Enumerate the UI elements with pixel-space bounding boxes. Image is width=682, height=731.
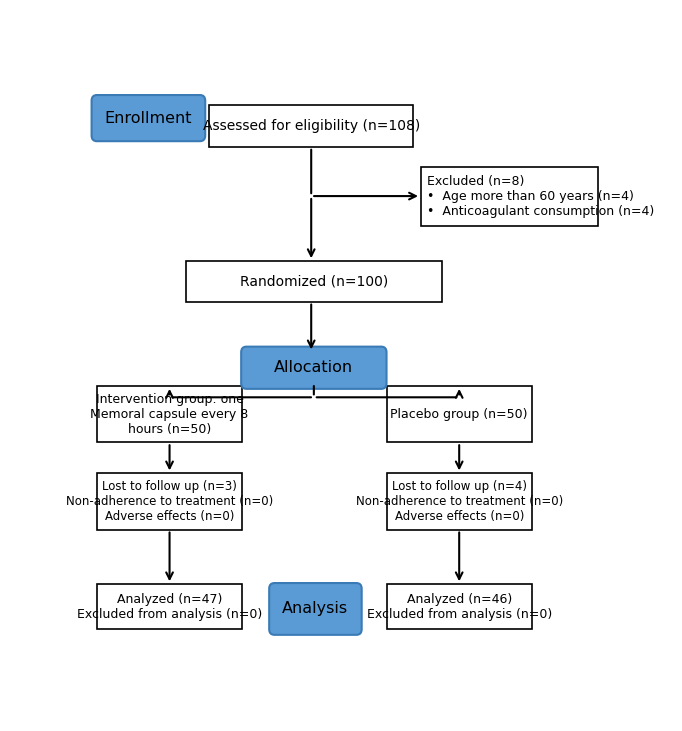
FancyBboxPatch shape bbox=[186, 261, 442, 302]
Text: Placebo group (n=50): Placebo group (n=50) bbox=[391, 408, 528, 420]
FancyBboxPatch shape bbox=[387, 386, 532, 442]
Text: Analyzed (n=47)
Excluded from analysis (n=0): Analyzed (n=47) Excluded from analysis (… bbox=[77, 593, 262, 621]
FancyBboxPatch shape bbox=[97, 386, 242, 442]
Text: Lost to follow up (n=3)
Non-adherence to treatment (n=0)
Adverse effects (n=0): Lost to follow up (n=3) Non-adherence to… bbox=[66, 480, 273, 523]
Text: Intervention group: one
Memoral capsule every 8
hours (n=50): Intervention group: one Memoral capsule … bbox=[91, 393, 249, 436]
FancyBboxPatch shape bbox=[97, 473, 242, 529]
FancyBboxPatch shape bbox=[387, 473, 532, 529]
FancyBboxPatch shape bbox=[209, 105, 413, 147]
Text: Analysis: Analysis bbox=[282, 602, 349, 616]
Text: Allocation: Allocation bbox=[274, 360, 353, 375]
FancyBboxPatch shape bbox=[91, 95, 205, 141]
Text: Randomized (n=100): Randomized (n=100) bbox=[239, 274, 388, 288]
FancyBboxPatch shape bbox=[269, 583, 361, 635]
Text: Enrollment: Enrollment bbox=[104, 110, 192, 126]
Text: Excluded (n=8)
•  Age more than 60 years (n=4)
•  Anticoagulant consumption (n=4: Excluded (n=8) • Age more than 60 years … bbox=[427, 175, 655, 218]
Text: Lost to follow up (n=4)
Non-adherence to treatment (n=0)
Adverse effects (n=0): Lost to follow up (n=4) Non-adherence to… bbox=[355, 480, 563, 523]
FancyBboxPatch shape bbox=[387, 584, 532, 629]
Text: Analyzed (n=46)
Excluded from analysis (n=0): Analyzed (n=46) Excluded from analysis (… bbox=[366, 593, 552, 621]
FancyBboxPatch shape bbox=[97, 584, 242, 629]
Text: Assessed for eligibility (n=108): Assessed for eligibility (n=108) bbox=[203, 118, 420, 133]
FancyBboxPatch shape bbox=[421, 167, 598, 226]
FancyBboxPatch shape bbox=[241, 346, 387, 389]
